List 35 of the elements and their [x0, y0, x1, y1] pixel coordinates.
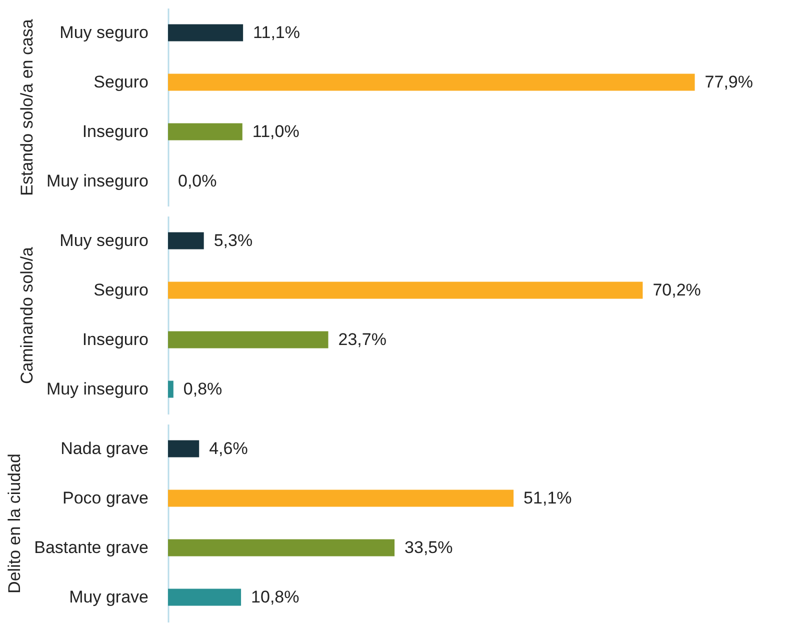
y-tick-label: Muy grave — [69, 587, 148, 606]
y-tick-label: Poco grave — [62, 488, 148, 508]
y-tick-label: Inseguro — [82, 330, 148, 349]
data-label: 70,2% — [652, 280, 701, 300]
bar — [168, 588, 242, 606]
bar — [168, 490, 514, 507]
y-tick-label: Muy seguro — [60, 22, 148, 42]
y-tick-label: Seguro — [94, 280, 148, 300]
y-axis-title: Delito en la ciudad — [5, 454, 24, 594]
data-label: 0,0% — [178, 171, 217, 190]
data-label: 11,1% — [253, 22, 300, 42]
data-label: 77,9% — [704, 72, 753, 92]
y-axis-title: Caminando solo/a — [17, 246, 36, 384]
bar — [168, 331, 328, 348]
y-tick-label: Seguro — [94, 72, 148, 92]
bar — [168, 380, 174, 398]
bar — [168, 232, 204, 250]
bar — [168, 282, 643, 299]
y-tick-label: Nada grave — [60, 438, 148, 458]
y-tick-label: Muy inseguro — [46, 379, 148, 398]
data-label: 23,7% — [338, 330, 386, 349]
y-tick-label: Muy seguro — [60, 230, 148, 250]
data-label: 11,0% — [252, 122, 300, 141]
data-label: 33,5% — [404, 538, 453, 557]
y-axis-title: Estando solo/a en casa — [17, 18, 36, 196]
data-label: 10,8% — [251, 587, 300, 606]
y-tick-label: Muy inseguro — [46, 171, 148, 190]
data-label: 0,8% — [183, 379, 222, 398]
y-tick-label: Bastante grave — [34, 538, 148, 557]
data-label: 5,3% — [214, 230, 253, 250]
data-label: 51,1% — [524, 488, 572, 508]
bar — [168, 440, 200, 458]
y-tick-label: Inseguro — [82, 122, 148, 141]
data-label: 4,6% — [209, 438, 248, 458]
bar — [168, 539, 395, 556]
